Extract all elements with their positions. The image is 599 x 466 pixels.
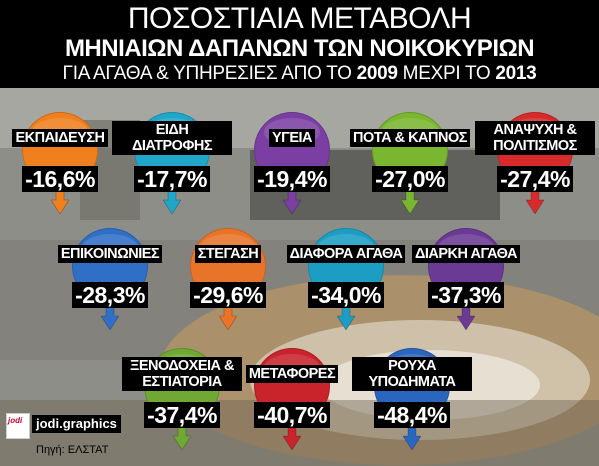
category-label-wrap: ΑΝΑΨΥΧΗ & ΠΟΛΙΤΙΣΜΟΣ (475, 112, 595, 164)
category-value: -17,7% (134, 166, 210, 192)
category-item: ΣΤΕΓΑΣΗ -29,6% (168, 228, 288, 340)
category-value: -28,3% (72, 282, 148, 308)
brand-logo: jodi.graphics (6, 413, 121, 439)
category-value: -34,0% (308, 282, 384, 308)
category-label: ΑΝΑΨΥΧΗ & ΠΟΛΙΤΙΣΜΟΣ (475, 121, 595, 155)
category-label: ΞΕΝΟΔΟΧΕΙΑ & ΕΣΤΙΑΤΟΡΙΑ (122, 357, 242, 391)
logo-mark-icon (6, 413, 30, 439)
category-label: ΔΙΑΡΚΗ ΑΓΑΘΑ (411, 245, 521, 263)
category-label: ΕΚΠΑΙΔΕΥΣΗ (12, 129, 108, 147)
category-value: -27,4% (497, 166, 573, 192)
category-label: ΔΙΑΦΟΡΑ ΑΓΑΘΑ (286, 245, 406, 263)
category-label-wrap: ΕΠΙΚΟΙΝΩΝΙΕΣ (50, 228, 170, 280)
category-value: -19,4% (254, 166, 330, 192)
category-value-wrap: -17,7% (112, 166, 232, 192)
category-item: ΕΙΔΗ ΔΙΑΤΡΟΦΗΣ -17,7% (112, 112, 232, 224)
category-item: ΞΕΝΟΔΟΧΕΙΑ & ΕΣΤΙΑΤΟΡΙΑ -37,4% (122, 348, 242, 460)
category-value-wrap: -16,6% (0, 166, 120, 192)
category-label: ΕΠΙΚΟΙΝΩΝΙΕΣ (57, 245, 163, 263)
category-value: -16,6% (22, 166, 98, 192)
category-value-wrap: -48,4% (352, 402, 472, 428)
category-value-wrap: -37,4% (122, 402, 242, 428)
category-item: ΠΟΤΑ & ΚΑΠΝΟΣ -27,0% (350, 112, 470, 224)
category-label-wrap: ΡΟΥΧΑ ΥΠΟΔΗΜΑΤΑ (352, 348, 472, 400)
category-label-wrap: ΥΓΕΙΑ (232, 112, 352, 164)
page-subtitle: ΜΗΝΙΑΙΩΝ ΔΑΠΑΝΩΝ ΤΩΝ ΝΟΙΚΟΚΥΡΙΩΝ (64, 35, 535, 62)
category-label: ΠΟΤΑ & ΚΑΠΝΟΣ (350, 129, 470, 147)
category-item: ΔΙΑΡΚΗ ΑΓΑΘΑ -37,3% (406, 228, 526, 340)
page-subheading: ΓΙΑ ΑΓΑΘΑ & ΥΠΗΡΕΣΙΕΣ ΑΠΟ ΤΟ 2009 ΜΕΧΡΙ … (62, 63, 537, 84)
category-label: ΥΓΕΙΑ (268, 129, 316, 147)
category-item: ΔΙΑΦΟΡΑ ΑΓΑΘΑ -34,0% (286, 228, 406, 340)
category-value-wrap: -37,3% (406, 282, 526, 308)
category-label-wrap: ΣΤΕΓΑΣΗ (168, 228, 288, 280)
category-item: ΥΓΕΙΑ -19,4% (232, 112, 352, 224)
category-value: -40,7% (254, 402, 330, 428)
category-item: ΑΝΑΨΥΧΗ & ΠΟΛΙΤΙΣΜΟΣ -27,4% (475, 112, 595, 224)
logo-text: jodi.graphics (32, 415, 121, 433)
category-label-wrap: ΕΚΠΑΙΔΕΥΣΗ (0, 112, 120, 164)
category-label: ΣΤΕΓΑΣΗ (194, 245, 262, 263)
category-item: ΜΕΤΑΦΟΡΕΣ -40,7% (232, 348, 352, 460)
source-note: Πηγή: ΕΛΣΤΑΤ (36, 444, 109, 456)
category-label-wrap: ΕΙΔΗ ΔΙΑΤΡΟΦΗΣ (112, 112, 232, 164)
category-value: -27,0% (372, 166, 448, 192)
category-value-wrap: -29,6% (168, 282, 288, 308)
category-value-wrap: -27,4% (475, 166, 595, 192)
category-value-wrap: -19,4% (232, 166, 352, 192)
category-label: ΕΙΔΗ ΔΙΑΤΡΟΦΗΣ (112, 121, 232, 155)
category-label: ΡΟΥΧΑ ΥΠΟΔΗΜΑΤΑ (352, 357, 472, 391)
header-banner: ΠΟΣΟΣΤΙΑΙΑ ΜΕΤΑΒΟΛΗ ΜΗΝΙΑΙΩΝ ΔΑΠΑΝΩΝ ΤΩΝ… (0, 0, 599, 88)
category-label-wrap: ΔΙΑΦΟΡΑ ΑΓΑΘΑ (286, 228, 406, 280)
category-label-wrap: ΞΕΝΟΔΟΧΕΙΑ & ΕΣΤΙΑΤΟΡΙΑ (122, 348, 242, 400)
category-value-wrap: -28,3% (50, 282, 170, 308)
category-value: -48,4% (374, 402, 450, 428)
category-value-wrap: -27,0% (350, 166, 470, 192)
category-value: -37,4% (144, 402, 220, 428)
category-value-wrap: -34,0% (286, 282, 406, 308)
category-value: -37,3% (428, 282, 504, 308)
category-label-wrap: ΔΙΑΡΚΗ ΑΓΑΘΑ (406, 228, 526, 280)
category-label-wrap: ΠΟΤΑ & ΚΑΠΝΟΣ (350, 112, 470, 164)
category-label: ΜΕΤΑΦΟΡΕΣ (245, 365, 339, 383)
category-value-wrap: -40,7% (232, 402, 352, 428)
category-label-wrap: ΜΕΤΑΦΟΡΕΣ (232, 348, 352, 400)
page-title: ΠΟΣΟΣΤΙΑΙΑ ΜΕΤΑΒΟΛΗ (127, 2, 472, 35)
category-value: -29,6% (190, 282, 266, 308)
category-item: ΡΟΥΧΑ ΥΠΟΔΗΜΑΤΑ -48,4% (352, 348, 472, 460)
category-item: ΕΠΙΚΟΙΝΩΝΙΕΣ -28,3% (50, 228, 170, 340)
category-item: ΕΚΠΑΙΔΕΥΣΗ -16,6% (0, 112, 120, 224)
